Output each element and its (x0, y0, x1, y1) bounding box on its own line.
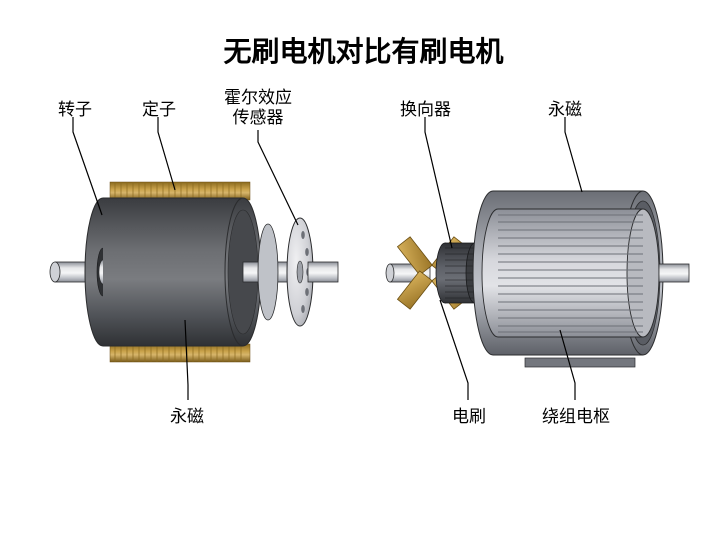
motors-svg (0, 0, 727, 536)
brushless-motor (50, 182, 338, 362)
brushed-motor (386, 191, 689, 367)
